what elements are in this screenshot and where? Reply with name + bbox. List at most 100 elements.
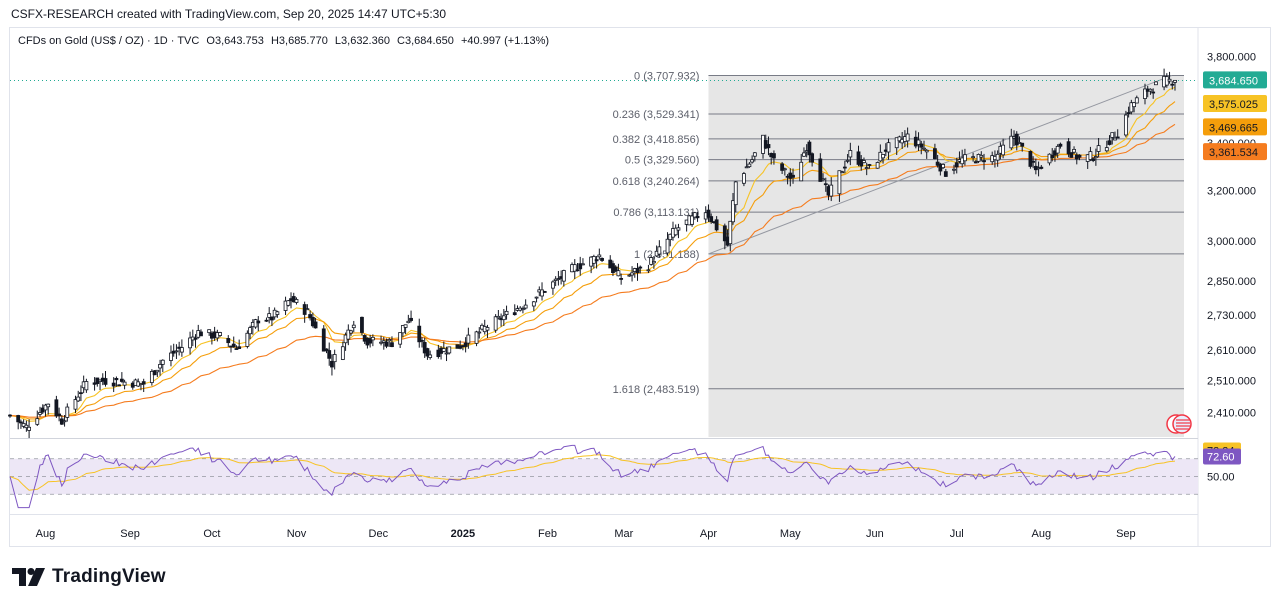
candle-body	[933, 148, 937, 160]
candle-body	[54, 399, 59, 417]
candle-body	[308, 314, 313, 319]
candle-body	[523, 304, 528, 309]
candle	[856, 145, 861, 167]
candle-body	[425, 348, 430, 357]
ema-line-50	[9, 123, 1176, 418]
candle	[1091, 157, 1096, 163]
candle-body	[501, 315, 506, 321]
candle-body	[370, 336, 375, 341]
legend-open: O3,643.753	[206, 35, 264, 47]
candle	[1055, 144, 1060, 158]
candle	[747, 161, 752, 168]
candle	[444, 346, 449, 362]
candle	[504, 305, 509, 320]
candle-body	[1055, 145, 1060, 154]
candle	[485, 324, 490, 339]
time-axis[interactable]: Aug Sep Oct Nov Dec 2025 Feb Mar Apr May Jun Jul Aug…	[10, 514, 1198, 541]
candle	[979, 151, 984, 162]
legend-close: C3,684.650	[397, 35, 454, 47]
candle	[845, 154, 850, 164]
candle	[179, 339, 184, 357]
candle-body	[706, 209, 711, 218]
candle-body	[1009, 135, 1014, 149]
candle-body	[905, 133, 910, 142]
candle-body	[193, 337, 198, 340]
candle-body	[73, 399, 78, 410]
ema-mid-tag-text: 3,469.665	[1209, 122, 1258, 134]
tradingview-logo[interactable]: TradingView	[12, 566, 166, 588]
candle	[234, 345, 239, 350]
candle	[493, 314, 498, 333]
candle-body	[924, 149, 929, 153]
candle	[1014, 131, 1019, 151]
candle	[340, 341, 345, 361]
candle	[791, 168, 795, 184]
rsi-pane[interactable]: 50.0073.3472.60	[9, 438, 1241, 509]
event-circle	[1172, 414, 1192, 434]
candle-body	[856, 151, 861, 165]
candle-body	[540, 289, 544, 297]
candle	[1020, 142, 1025, 152]
candle	[594, 256, 599, 269]
candle	[84, 378, 89, 393]
candle-body	[313, 321, 318, 329]
candle-body	[919, 143, 924, 148]
rsi-value-tag: 72.60	[1207, 451, 1235, 463]
candle	[772, 150, 776, 165]
candle-body	[390, 342, 394, 348]
candle	[731, 193, 735, 225]
time-tick-label: Jul	[950, 528, 964, 540]
candle-body	[155, 369, 160, 373]
candle-body	[1020, 142, 1025, 147]
candle-body	[1126, 112, 1131, 115]
candle	[1001, 138, 1006, 159]
candle	[867, 163, 872, 169]
candle	[840, 170, 845, 174]
candle-body	[158, 363, 162, 369]
candle-body	[845, 159, 850, 162]
candles[interactable]	[8, 68, 1177, 439]
candle-body	[283, 300, 288, 311]
candle-body	[1088, 151, 1093, 160]
candle	[245, 330, 250, 349]
ema-fast-tag: 3,575.025	[1203, 94, 1267, 112]
candle	[1107, 135, 1112, 146]
price-tick-label: 3,000.000	[1207, 236, 1256, 248]
candle-body	[485, 327, 490, 331]
candle-body	[38, 412, 42, 415]
candle	[73, 395, 78, 413]
candle	[114, 376, 119, 387]
candle	[848, 142, 853, 166]
candle	[76, 390, 81, 402]
candle-body	[103, 378, 108, 385]
candle-body	[79, 392, 83, 395]
candle	[321, 325, 326, 352]
candle	[1154, 81, 1158, 86]
candle-body	[474, 331, 479, 344]
candle-body	[1148, 88, 1153, 92]
candle-body	[1014, 133, 1019, 146]
candle-body	[722, 225, 727, 242]
candle	[676, 223, 681, 239]
candle-body	[600, 257, 604, 261]
candle	[141, 378, 146, 393]
price-tick-label: 2,410.000	[1207, 407, 1256, 419]
candle-body	[248, 327, 252, 335]
candle	[638, 265, 643, 274]
candle-body	[690, 215, 694, 225]
candle	[1077, 154, 1082, 161]
candle	[237, 339, 242, 349]
candle	[1167, 71, 1172, 84]
candle-body	[1058, 143, 1063, 147]
fibonacci-retracement[interactable]: 0 (3,707.932) 0.236 (3,529.341) 0.382 (3,4…	[10, 70, 1198, 437]
candle	[1148, 88, 1153, 95]
candle-body	[575, 269, 580, 272]
candle	[952, 164, 956, 175]
candle	[542, 290, 547, 293]
candle	[275, 310, 280, 318]
candle-body	[1104, 147, 1109, 152]
candle	[193, 334, 198, 348]
candle-body	[305, 308, 310, 311]
candle	[619, 273, 624, 285]
